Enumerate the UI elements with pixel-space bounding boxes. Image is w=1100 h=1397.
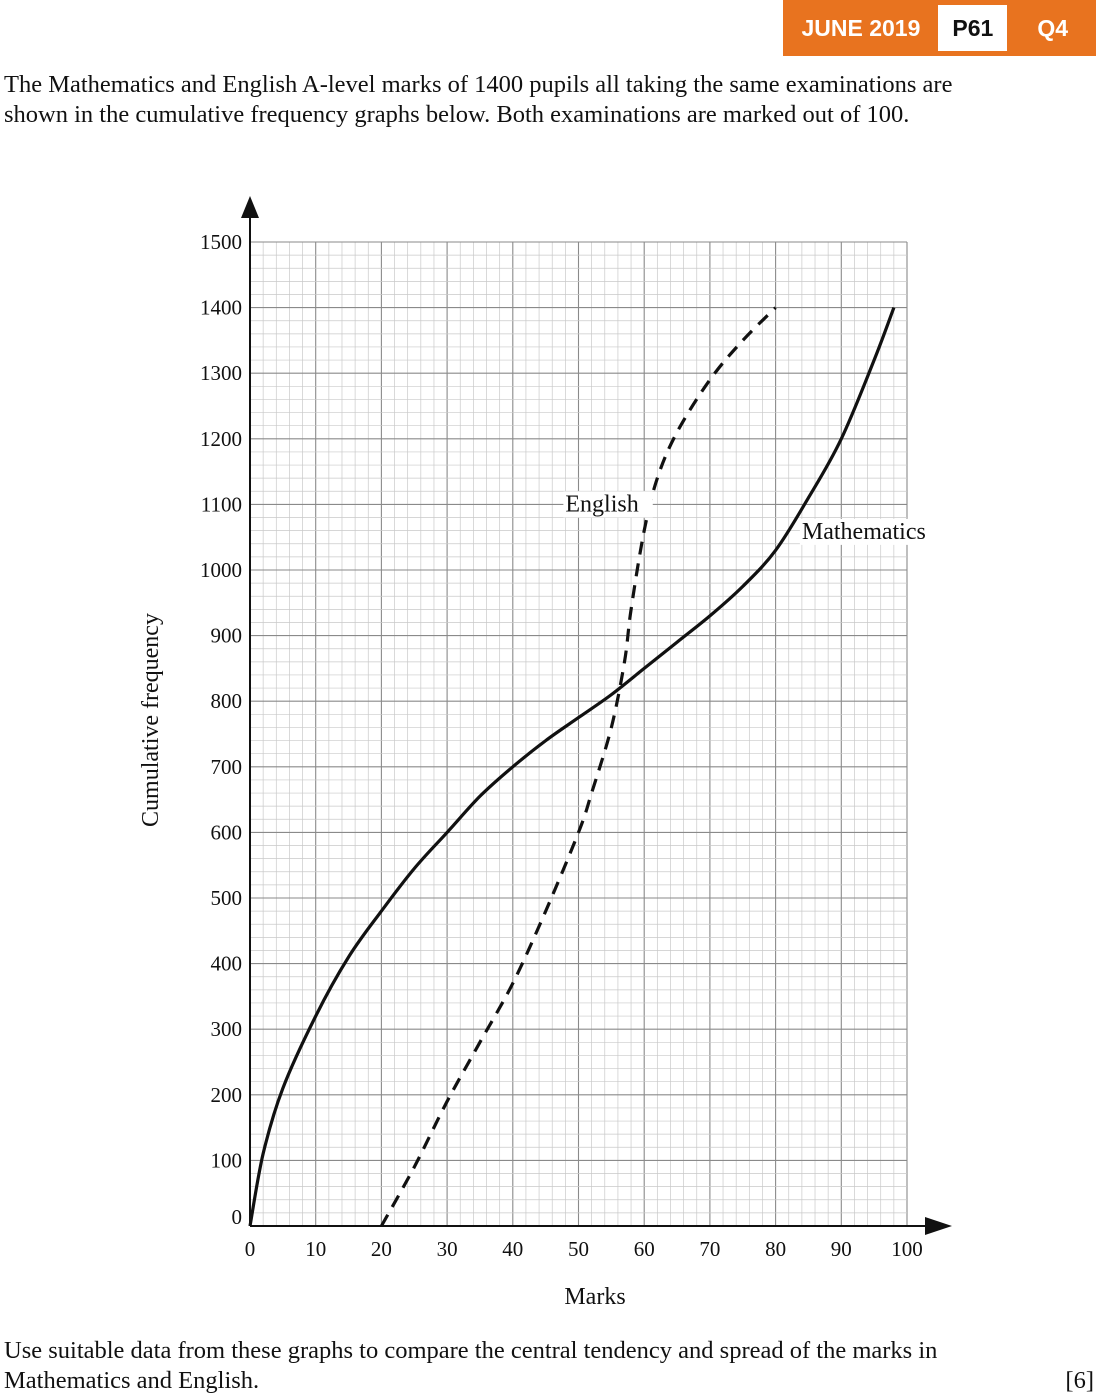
y-tick-label: 900 [211,624,243,648]
y-tick-label: 1400 [200,296,242,320]
marks-allocation: [6] [1065,1367,1094,1394]
question-intro-line: The Mathematics and English A-level mark… [4,71,953,98]
session-label: JUNE 2019 [801,14,921,41]
y-tick-label: 800 [211,689,243,713]
series-line-english [380,306,777,1227]
y-tick-label: 600 [211,820,243,844]
y-tick-label: 200 [211,1083,243,1107]
y-tick-label: 700 [211,755,243,779]
y-tick-label: 100 [211,1148,243,1172]
cumulative-frequency-chart: 0100200300400500600700800900100011001200… [138,196,952,1310]
x-tick-label: 80 [765,1237,786,1261]
y-tick-label: 400 [211,952,243,976]
y-tick-label: 0 [232,1205,243,1229]
question-intro-line: shown in the cumulative frequency graphs… [4,101,910,128]
series-label-mathematics: Mathematics [802,519,926,545]
y-tick-label: 1000 [200,558,242,582]
x-axis-label: Marks [564,1284,625,1310]
x-tick-label: 90 [831,1237,852,1261]
chart-grid [249,241,908,1227]
y-axis-arrow [241,196,259,218]
question-intro: The Mathematics and English A-level mark… [4,70,1096,130]
x-tick-label: 100 [891,1237,923,1261]
series-line-mathematics [248,307,896,1227]
x-tick-label: 50 [568,1237,589,1261]
series-label-background [563,491,653,518]
x-tick-label: 30 [437,1237,458,1261]
paper-label: P61 [938,5,1008,51]
exam-reference-badge: JUNE 2019 P61 Q4 [783,0,1096,56]
series-label-english: English [565,491,638,517]
y-axis-label: Cumulative frequency [138,613,164,827]
y-tick-label: 500 [211,886,243,910]
x-tick-label: 70 [699,1237,720,1261]
y-tick-label: 1500 [200,230,242,254]
question-task-line: Mathematics and English. [4,1367,260,1394]
question-number-label: Q4 [1037,14,1068,41]
series-label-background [799,518,939,545]
x-axis-arrow [925,1217,952,1235]
question-task-line: Use suitable data from these graphs to c… [4,1337,938,1364]
y-tick-label: 1100 [201,492,242,516]
x-tick-label: 40 [502,1237,523,1261]
x-tick-label: 0 [245,1237,256,1261]
y-tick-label: 1200 [200,427,242,451]
question-task: Use suitable data from these graphs to c… [4,1336,1094,1396]
y-tick-label: 300 [211,1017,243,1041]
x-tick-label: 20 [371,1237,392,1261]
x-tick-label: 60 [634,1237,655,1261]
x-tick-label: 10 [305,1237,326,1261]
y-tick-label: 1300 [200,361,242,385]
